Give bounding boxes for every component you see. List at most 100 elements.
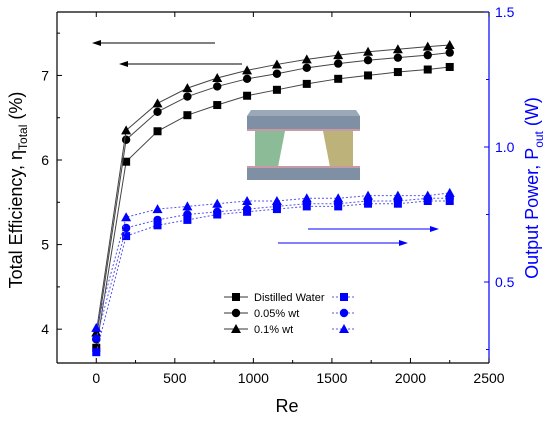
data-point — [92, 343, 101, 352]
data-point — [213, 207, 222, 216]
x-tick-label: 2500 — [473, 370, 504, 386]
data-point — [153, 221, 162, 230]
arrow-right-upper-head — [430, 226, 439, 232]
legend-entry-distilled-water: Distilled Water — [224, 292, 356, 304]
data-point — [392, 44, 403, 54]
x-tick-label: 0 — [92, 370, 100, 386]
data-point — [392, 190, 403, 200]
data-point — [423, 50, 432, 60]
data-point — [363, 56, 373, 65]
arrow-right-lower-head — [399, 240, 408, 246]
arrow-left-upper-head — [92, 40, 101, 46]
x-tick-label: 1500 — [316, 370, 347, 386]
legend: Distilled Water 0.05% wt 0.1% wt — [224, 292, 356, 336]
data-point — [153, 127, 162, 136]
legend-marker-triangle-blue — [339, 324, 349, 333]
left-axis-title-unit: (%) — [6, 92, 26, 125]
data-point — [333, 50, 344, 60]
data-point — [363, 46, 374, 56]
left-axis-title: Total Efficiency, ηTotal (%) — [6, 92, 30, 289]
data-point — [182, 201, 193, 211]
right-axis-title: Output Power, Pout (W) — [522, 97, 546, 279]
legend-marker-circle-black — [231, 308, 241, 318]
series-right-1 — [92, 194, 454, 343]
data-point — [302, 63, 311, 73]
left-y-tick-label: 6 — [41, 152, 49, 168]
data-point — [122, 232, 131, 241]
data-point — [121, 125, 132, 135]
data-point — [423, 65, 432, 74]
left-y-tick-label: 7 — [41, 67, 49, 83]
data-point — [121, 135, 131, 144]
left-y-tick-label: 5 — [41, 237, 49, 253]
data-point — [243, 91, 252, 100]
data-point — [333, 59, 343, 68]
data-point — [271, 59, 282, 69]
series-right-2 — [91, 187, 455, 332]
legend-entry-0.1-wt: 0.1% wt — [224, 324, 356, 336]
data-point — [153, 107, 162, 117]
right-axis-title-unit: (W) — [522, 97, 542, 131]
data-point — [242, 65, 253, 75]
data-point — [182, 83, 193, 93]
legend-label-0.05-wt: 0.05% wt — [254, 308, 299, 320]
data-point — [422, 41, 433, 51]
data-point — [271, 196, 282, 205]
left-axis-title-sub: Total — [16, 125, 30, 150]
data-point — [153, 215, 162, 225]
direction-arrows — [92, 40, 439, 246]
data-point — [183, 210, 192, 219]
left-axis-title-main: Total Efficiency, η — [6, 150, 26, 288]
right-axis-title-sub: out — [532, 130, 546, 147]
right-y-tick-label: 0.5 — [495, 274, 515, 290]
data-point — [183, 111, 192, 120]
arrow-left-lower-head — [119, 61, 128, 67]
legend-marker-square-black — [232, 293, 240, 301]
legend-label-distilled-water: Distilled Water — [254, 292, 325, 304]
data-point — [213, 82, 222, 91]
legend-label-0.1-wt: 0.1% wt — [254, 324, 293, 336]
data-point — [92, 348, 101, 357]
legend-marker-circle-blue — [339, 308, 349, 318]
data-point — [212, 72, 223, 82]
data-point — [183, 215, 192, 224]
right-y-tick-label: 1.5 — [495, 4, 515, 20]
data-point — [213, 101, 222, 110]
data-point — [444, 39, 455, 49]
series-left-0 — [92, 62, 454, 352]
data-point — [364, 71, 373, 80]
data-point — [445, 48, 454, 57]
data-point — [91, 327, 102, 337]
data-point — [445, 62, 454, 71]
svg-text:Total Efficiency, ηTotal (%): Total Efficiency, ηTotal (%) — [6, 92, 30, 289]
data-point — [301, 193, 312, 203]
data-point — [91, 322, 102, 332]
x-tick-label: 1000 — [238, 370, 269, 386]
data-point — [122, 157, 131, 166]
data-point — [444, 187, 455, 197]
data-point — [393, 53, 403, 62]
device-schematic-inset — [247, 110, 360, 180]
series-left-2 — [91, 39, 455, 337]
left-y-tick-label: 4 — [41, 321, 49, 337]
data-point — [393, 68, 402, 77]
data-point — [242, 196, 253, 205]
data-point — [363, 190, 374, 200]
x-axis-title: Re — [275, 396, 298, 416]
legend-entry-0.05-wt: 0.05% wt — [224, 308, 356, 320]
data-point — [183, 92, 192, 101]
data-point — [242, 204, 252, 214]
x-tick-label: 500 — [163, 370, 187, 386]
data-point — [422, 190, 433, 200]
data-point — [121, 223, 131, 233]
data-point — [301, 54, 312, 64]
data-point — [212, 198, 223, 208]
data-point — [333, 193, 344, 203]
data-point — [242, 74, 252, 84]
data-point — [302, 79, 311, 88]
data-point — [92, 334, 101, 343]
legend-marker-triangle-black — [231, 324, 241, 333]
data-point — [272, 69, 282, 78]
data-point — [152, 98, 163, 108]
